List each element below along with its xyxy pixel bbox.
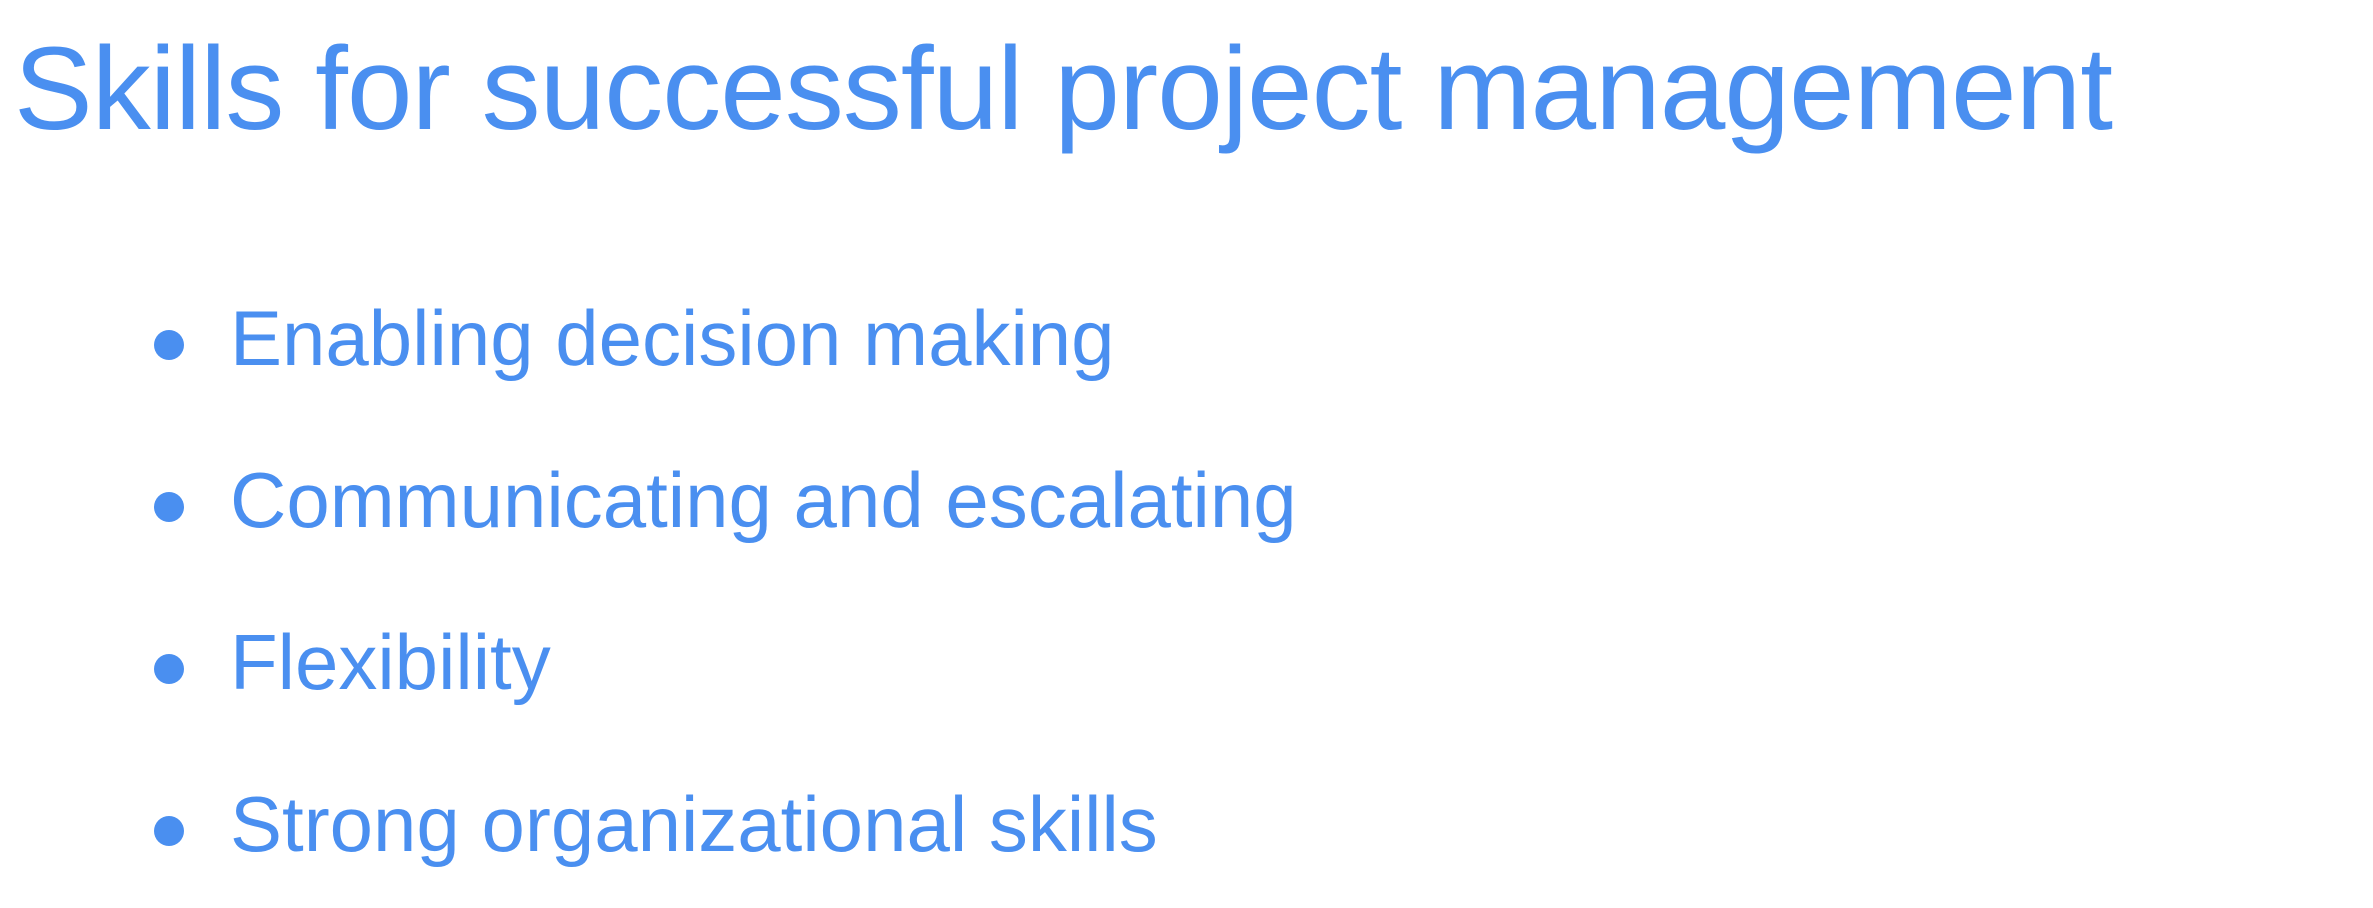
bullet-item: Communicating and escalating bbox=[0, 440, 1400, 560]
bullet-point-icon bbox=[154, 330, 184, 360]
bullet-item: Enabling decision making bbox=[0, 278, 1400, 398]
bullet-point-icon bbox=[154, 654, 184, 684]
bullet-text: Flexibility bbox=[230, 618, 551, 706]
slide-title: Skills for successful project management bbox=[14, 23, 2113, 155]
bullet-text: Enabling decision making bbox=[230, 294, 1115, 382]
bullet-point-icon bbox=[154, 492, 184, 522]
bullet-item: Flexibility bbox=[0, 602, 1400, 722]
bullet-text: Communicating and escalating bbox=[230, 456, 1297, 544]
bullet-item: Strong organizational skills bbox=[0, 764, 1400, 884]
bullet-point-icon bbox=[154, 816, 184, 846]
bullet-text: Strong organizational skills bbox=[230, 780, 1158, 868]
